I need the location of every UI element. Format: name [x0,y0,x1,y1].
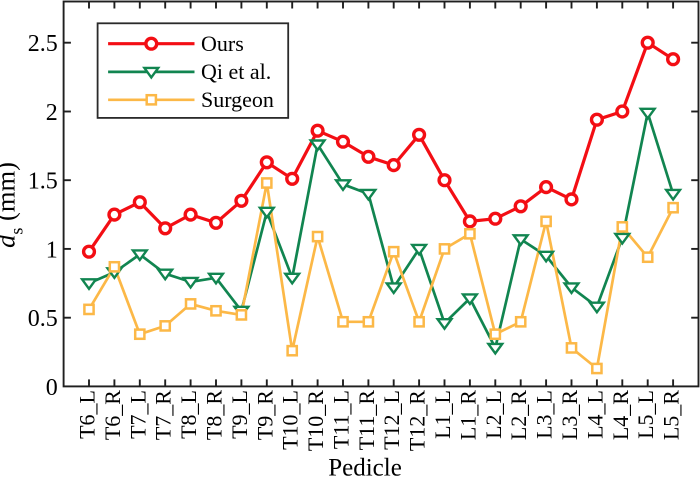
svg-text:Pedicle: Pedicle [328,455,402,480]
svg-text:2: 2 [46,100,58,126]
svg-text:L3_L: L3_L [532,390,557,439]
svg-text:ds (mm): ds (mm) [0,162,27,248]
svg-text:L1_L: L1_L [430,390,455,439]
svg-text:L4_R: L4_R [608,390,633,440]
svg-text:L3_R: L3_R [557,390,582,440]
svg-text:T12_L: T12_L [379,390,404,450]
svg-text:T10_L: T10_L [278,390,303,450]
svg-text:1: 1 [46,237,58,263]
svg-text:Surgeon: Surgeon [201,87,274,112]
svg-text:L4_L: L4_L [582,390,607,439]
svg-text:Qi et al.: Qi et al. [201,59,271,84]
svg-text:0: 0 [46,375,58,401]
svg-text:T12_R: T12_R [405,390,430,451]
svg-text:L5_R: L5_R [659,390,684,440]
svg-text:T8_R: T8_R [202,390,227,440]
svg-text:L2_R: L2_R [506,390,531,440]
svg-text:1.5: 1.5 [28,169,58,195]
svg-text:Ours: Ours [201,31,244,56]
svg-text:T9_L: T9_L [227,390,252,439]
svg-text:T6_R: T6_R [100,390,125,440]
svg-text:T8_L: T8_L [176,390,201,439]
svg-text:T6_L: T6_L [75,390,100,439]
svg-text:L2_L: L2_L [481,390,506,439]
svg-text:T7_R: T7_R [151,390,176,440]
svg-text:T9_R: T9_R [252,390,277,440]
svg-text:0.5: 0.5 [28,306,58,332]
svg-text:T7_L: T7_L [125,390,150,439]
svg-text:T11_R: T11_R [354,390,379,451]
svg-text:T11_L: T11_L [329,390,354,449]
svg-text:L5_L: L5_L [633,390,658,439]
svg-text:L1_R: L1_R [455,390,480,440]
svg-text:2.5: 2.5 [28,31,58,57]
svg-text:T10_R: T10_R [303,390,328,451]
